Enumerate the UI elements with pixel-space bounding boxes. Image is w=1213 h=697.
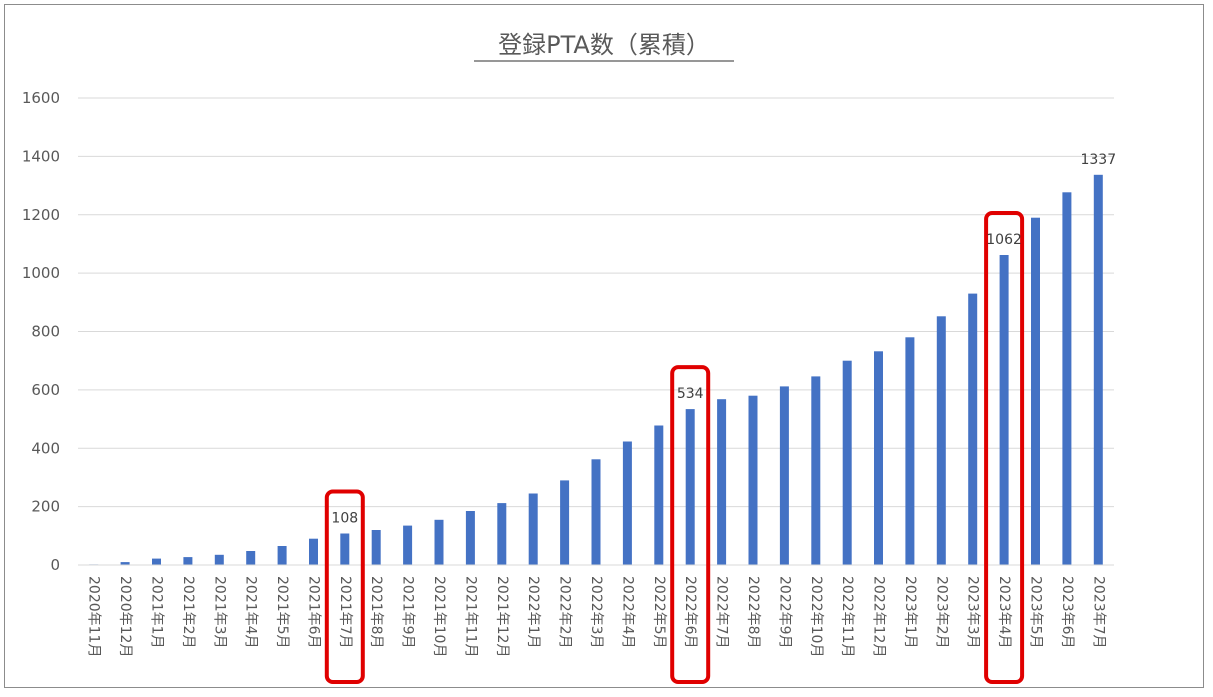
x-tick-label: 2021年2月	[180, 576, 196, 649]
x-tick-label: 2021年12月	[494, 576, 510, 657]
x-tick-label: 2021年8月	[368, 576, 384, 649]
bar	[811, 376, 821, 565]
data-label: 534	[677, 386, 704, 402]
y-tick-label: 400	[31, 439, 60, 457]
x-tick-label: 2022年7月	[714, 576, 730, 649]
bar	[999, 255, 1009, 565]
labels: 2020年11月 2020年12月 2021年1月 2021年2月 2021年3月 202…	[86, 152, 1116, 658]
x-tick-label: 2023年2月	[933, 576, 949, 649]
data-label: 108	[331, 511, 358, 527]
bar	[874, 351, 883, 565]
y-tick-label: 800	[31, 323, 60, 341]
x-tick-label: 2022年5月	[651, 576, 667, 649]
bar	[1093, 174, 1103, 566]
highlight-box	[670, 365, 711, 684]
bar	[277, 546, 287, 565]
highlight-box	[984, 211, 1025, 684]
y-tick-label: 200	[31, 498, 60, 516]
bar	[1062, 192, 1072, 566]
x-tick-label: 2023年3月	[965, 576, 981, 649]
x-tick-label: 2023年6月	[1059, 576, 1075, 649]
bar	[246, 551, 256, 565]
bar	[748, 395, 758, 565]
bar	[842, 360, 852, 565]
x-tick-label: 2021年10月	[431, 576, 447, 657]
bar	[528, 493, 538, 565]
x-tick-label: 2023年1月	[902, 576, 918, 649]
bar	[560, 480, 570, 565]
bars	[89, 174, 1103, 566]
bar	[465, 511, 475, 565]
bar	[497, 503, 507, 565]
x-tick-label: 2022年6月	[682, 576, 698, 649]
bar	[622, 441, 632, 565]
data-label: 1337	[1080, 152, 1116, 168]
bar	[340, 533, 350, 565]
x-tick-label: 2020年11月	[86, 576, 102, 657]
y-tick-label: 1200	[22, 206, 60, 224]
bar	[309, 538, 318, 565]
x-tick-label: 2022年1月	[525, 576, 541, 649]
y-tick-label: 1600	[22, 89, 60, 107]
x-tick-label: 2020年12月	[117, 576, 133, 657]
chart-title: 登録PTA数（累積）	[498, 31, 710, 59]
bar	[1031, 217, 1040, 565]
bar	[434, 519, 444, 565]
x-tick-label: 2021年5月	[274, 576, 290, 649]
bar	[183, 557, 193, 565]
gridlines	[78, 97, 1114, 508]
y-tick-label: 600	[31, 381, 60, 399]
bar	[685, 409, 695, 565]
bar	[936, 316, 946, 565]
x-tick-label: 2022年3月	[588, 576, 604, 649]
x-tick-label: 2022年10月	[808, 576, 824, 657]
bar	[717, 399, 727, 565]
x-tick-label: 2021年9月	[400, 576, 416, 649]
bar	[654, 425, 664, 565]
highlight-boxes	[324, 211, 1025, 684]
y-tick-label: 1400	[22, 147, 60, 165]
x-tick-label: 2023年7月	[1090, 576, 1106, 649]
bar	[403, 525, 413, 565]
x-tick-label: 2023年4月	[996, 576, 1012, 649]
bar	[214, 554, 224, 565]
x-tick-label: 2022年11月	[839, 576, 855, 657]
x-tick-label: 2022年2月	[557, 576, 573, 649]
bar	[120, 562, 130, 565]
x-tick-label: 2021年4月	[243, 576, 259, 649]
highlight-box	[324, 489, 365, 684]
x-tick-label: 2021年6月	[306, 576, 322, 649]
x-tick-label: 2022年4月	[619, 576, 635, 649]
x-tick-label: 2021年1月	[149, 576, 165, 649]
bar	[371, 530, 381, 565]
y-tick-label: 0	[50, 556, 60, 574]
x-tick-label: 2022年8月	[745, 576, 761, 649]
bar	[779, 386, 789, 565]
x-tick-label: 2021年3月	[211, 576, 227, 649]
bar	[905, 337, 915, 565]
x-tick-label: 2022年9月	[776, 576, 792, 649]
data-label: 1062	[986, 232, 1022, 248]
x-tick-label: 2021年11月	[462, 576, 478, 657]
x-tick-label: 2021年7月	[337, 576, 353, 649]
y-tick-label: 1000	[22, 264, 60, 282]
x-tick-label: 2023年5月	[1028, 576, 1044, 649]
x-tick-label: 2022年12月	[871, 576, 887, 657]
bar	[591, 459, 601, 565]
bar	[968, 293, 978, 565]
axes: 0 200 400 600 800 1000 1200 1400 1600	[22, 89, 1114, 574]
bar	[152, 558, 161, 565]
